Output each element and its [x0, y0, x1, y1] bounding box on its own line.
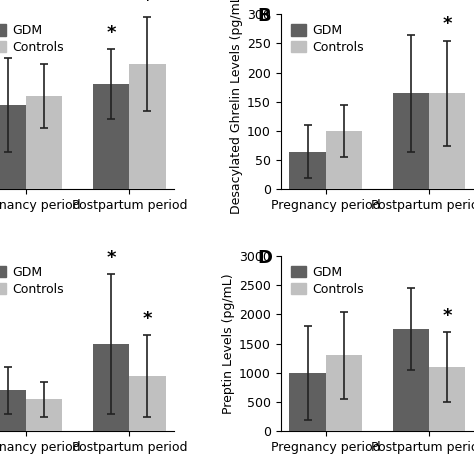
- Bar: [93, 344, 129, 431]
- Text: *: *: [442, 16, 452, 34]
- Legend: GDM, Controls: GDM, Controls: [0, 262, 68, 300]
- Bar: [290, 152, 326, 190]
- Bar: [429, 93, 465, 190]
- Bar: [93, 84, 129, 190]
- Y-axis label: Desacylated Ghrelin Levels (pg/mL): Desacylated Ghrelin Levels (pg/mL): [230, 0, 243, 214]
- Bar: [0, 391, 26, 431]
- Bar: [326, 131, 362, 190]
- Y-axis label: Preptin Levels (pg/mL): Preptin Levels (pg/mL): [222, 273, 235, 414]
- Legend: GDM, Controls: GDM, Controls: [0, 20, 68, 58]
- Bar: [0, 105, 26, 190]
- Text: *: *: [442, 307, 452, 325]
- Bar: [129, 376, 165, 431]
- Text: *: *: [107, 248, 116, 266]
- Bar: [393, 329, 429, 431]
- Legend: GDM, Controls: GDM, Controls: [287, 20, 367, 58]
- Bar: [26, 399, 62, 431]
- Text: *: *: [143, 0, 152, 10]
- Bar: [129, 64, 165, 190]
- Legend: GDM, Controls: GDM, Controls: [287, 262, 367, 300]
- Text: B: B: [257, 7, 271, 25]
- Bar: [26, 96, 62, 190]
- Bar: [429, 367, 465, 431]
- Bar: [326, 356, 362, 431]
- Text: *: *: [143, 310, 152, 328]
- Bar: [393, 93, 429, 190]
- Text: D: D: [257, 249, 273, 267]
- Bar: [290, 373, 326, 431]
- Text: *: *: [107, 24, 116, 42]
